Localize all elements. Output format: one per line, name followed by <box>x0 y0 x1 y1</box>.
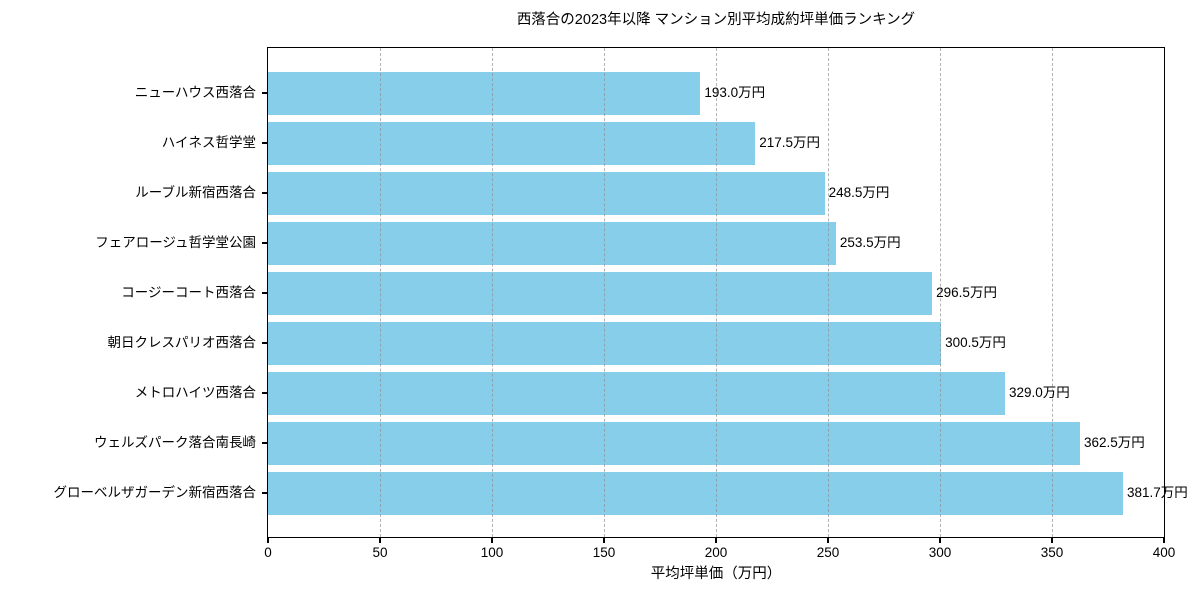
y-tick-label: ルーブル新宿西落合 <box>135 185 256 200</box>
x-tick-mark <box>491 537 493 543</box>
bar-value-label: 329.0万円 <box>1008 385 1070 400</box>
y-tick-mark <box>262 392 268 394</box>
gridline <box>604 48 605 537</box>
x-tick-label: 350 <box>1040 545 1064 560</box>
bar-value-label: 217.5万円 <box>759 135 820 150</box>
y-tick-mark <box>262 242 268 244</box>
bar-value-label: 300.5万円 <box>945 335 1006 350</box>
chart-title: 西落合の2023年以降 マンション別平均成約坪単価ランキング <box>516 12 916 28</box>
y-tick-mark <box>262 442 268 444</box>
bar <box>268 471 1123 515</box>
x-tick-label: 200 <box>704 545 728 560</box>
y-tick-mark <box>262 92 268 94</box>
gridline <box>828 48 829 537</box>
x-tick-mark <box>827 537 829 543</box>
x-tick-label: 150 <box>592 545 616 560</box>
y-tick-mark <box>262 192 268 194</box>
bar-value-label: 362.5万円 <box>1084 435 1145 450</box>
bar-value-label: 193.0万円 <box>704 85 766 100</box>
plot-area: 193.0万円 217.5万円 248.5万円 253.5万円 296.5万円 300.5… <box>267 47 1188 538</box>
y-tick-label: フェアロージュ哲学堂公園 <box>95 235 256 250</box>
y-tick-mark <box>262 142 268 144</box>
x-tick-mark <box>939 537 941 543</box>
bar-value-label: 296.5万円 <box>936 285 997 300</box>
y-tick-label: 朝日クレスパリオ西落合 <box>107 335 257 350</box>
y-tick-label: グローベルザガーデン新宿西落合 <box>53 485 257 500</box>
gridline <box>492 48 493 537</box>
y-tick-label: ウェルズパーク落合南長崎 <box>94 435 256 450</box>
x-tick-label: 300 <box>928 545 952 560</box>
x-axis-label: 平均坪単価（万円） <box>650 566 782 582</box>
bar-value-label: 381.7万円 <box>1127 485 1188 500</box>
gridline <box>716 48 717 537</box>
bar <box>268 71 701 115</box>
gridline <box>940 48 941 537</box>
x-tick-mark <box>379 537 381 543</box>
y-tick-label: メトロハイツ西落合 <box>134 385 256 400</box>
x-tick-mark <box>603 537 605 543</box>
y-tick-label: ニューハウス西落合 <box>134 85 256 100</box>
x-tick-mark <box>1163 537 1165 543</box>
bar-value-label: 248.5万円 <box>828 185 890 200</box>
x-tick-mark <box>1051 537 1053 543</box>
bar <box>268 371 1005 415</box>
y-tick-mark <box>262 292 268 294</box>
x-tick-label: 250 <box>816 545 840 560</box>
bar <box>268 221 836 265</box>
bar <box>268 421 1080 465</box>
gridline <box>1052 48 1053 537</box>
bar <box>268 271 933 315</box>
x-tick-label: 50 <box>372 545 388 560</box>
bar <box>268 171 825 215</box>
bar-value-label: 253.5万円 <box>839 235 901 250</box>
bar <box>268 121 756 165</box>
x-tick-label: 100 <box>480 545 504 560</box>
x-tick-mark <box>715 537 717 543</box>
y-tick-mark <box>262 342 268 344</box>
y-tick-mark <box>262 492 268 494</box>
gridline <box>380 48 381 537</box>
x-tick-mark <box>267 537 269 543</box>
x-tick-label: 400 <box>1152 545 1176 560</box>
y-tick-label: ハイネス哲学堂 <box>161 135 256 150</box>
x-tick-label: 0 <box>264 545 272 560</box>
y-tick-label: コージーコート西落合 <box>121 285 256 300</box>
